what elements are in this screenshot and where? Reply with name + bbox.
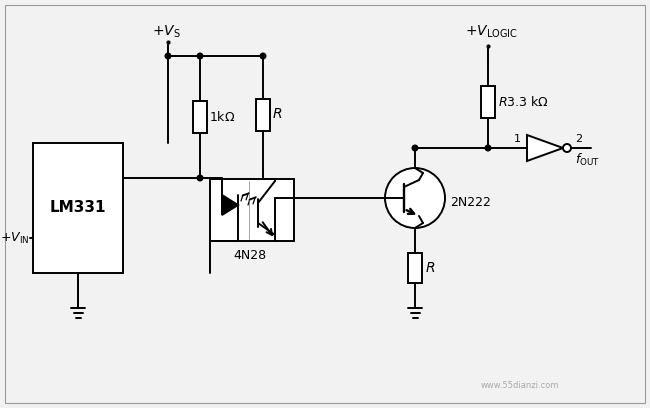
Bar xyxy=(256,98,270,131)
Bar xyxy=(33,143,123,273)
Text: $+V_{\rm S}$: $+V_{\rm S}$ xyxy=(151,24,180,40)
Text: $f_{\rm OUT}$: $f_{\rm OUT}$ xyxy=(575,152,600,168)
Text: $R$3.3 k$\Omega$: $R$3.3 k$\Omega$ xyxy=(498,95,549,109)
Text: 4N28: 4N28 xyxy=(233,249,266,262)
Circle shape xyxy=(165,53,171,59)
Text: 2N222: 2N222 xyxy=(450,195,491,208)
Text: $R$: $R$ xyxy=(425,261,436,275)
Text: 2: 2 xyxy=(575,134,582,144)
Circle shape xyxy=(260,53,266,59)
Circle shape xyxy=(412,145,418,151)
Bar xyxy=(193,101,207,133)
Polygon shape xyxy=(222,195,238,215)
Polygon shape xyxy=(527,135,563,161)
Text: www.55dianzi.com: www.55dianzi.com xyxy=(481,381,559,390)
Text: 1: 1 xyxy=(514,134,521,144)
Circle shape xyxy=(197,175,203,181)
Text: $R$: $R$ xyxy=(272,107,282,122)
Text: $+V_{\rm LOGIC}$: $+V_{\rm LOGIC}$ xyxy=(465,24,517,40)
Text: 1k$\Omega$: 1k$\Omega$ xyxy=(209,110,235,124)
Bar xyxy=(481,86,495,118)
Circle shape xyxy=(485,145,491,151)
Bar xyxy=(408,253,422,283)
Text: $+V_{\rm IN}$: $+V_{\rm IN}$ xyxy=(0,231,29,246)
Circle shape xyxy=(563,144,571,152)
Circle shape xyxy=(197,53,203,59)
Circle shape xyxy=(385,168,445,228)
Text: LM331: LM331 xyxy=(50,200,106,215)
Bar xyxy=(210,179,294,241)
